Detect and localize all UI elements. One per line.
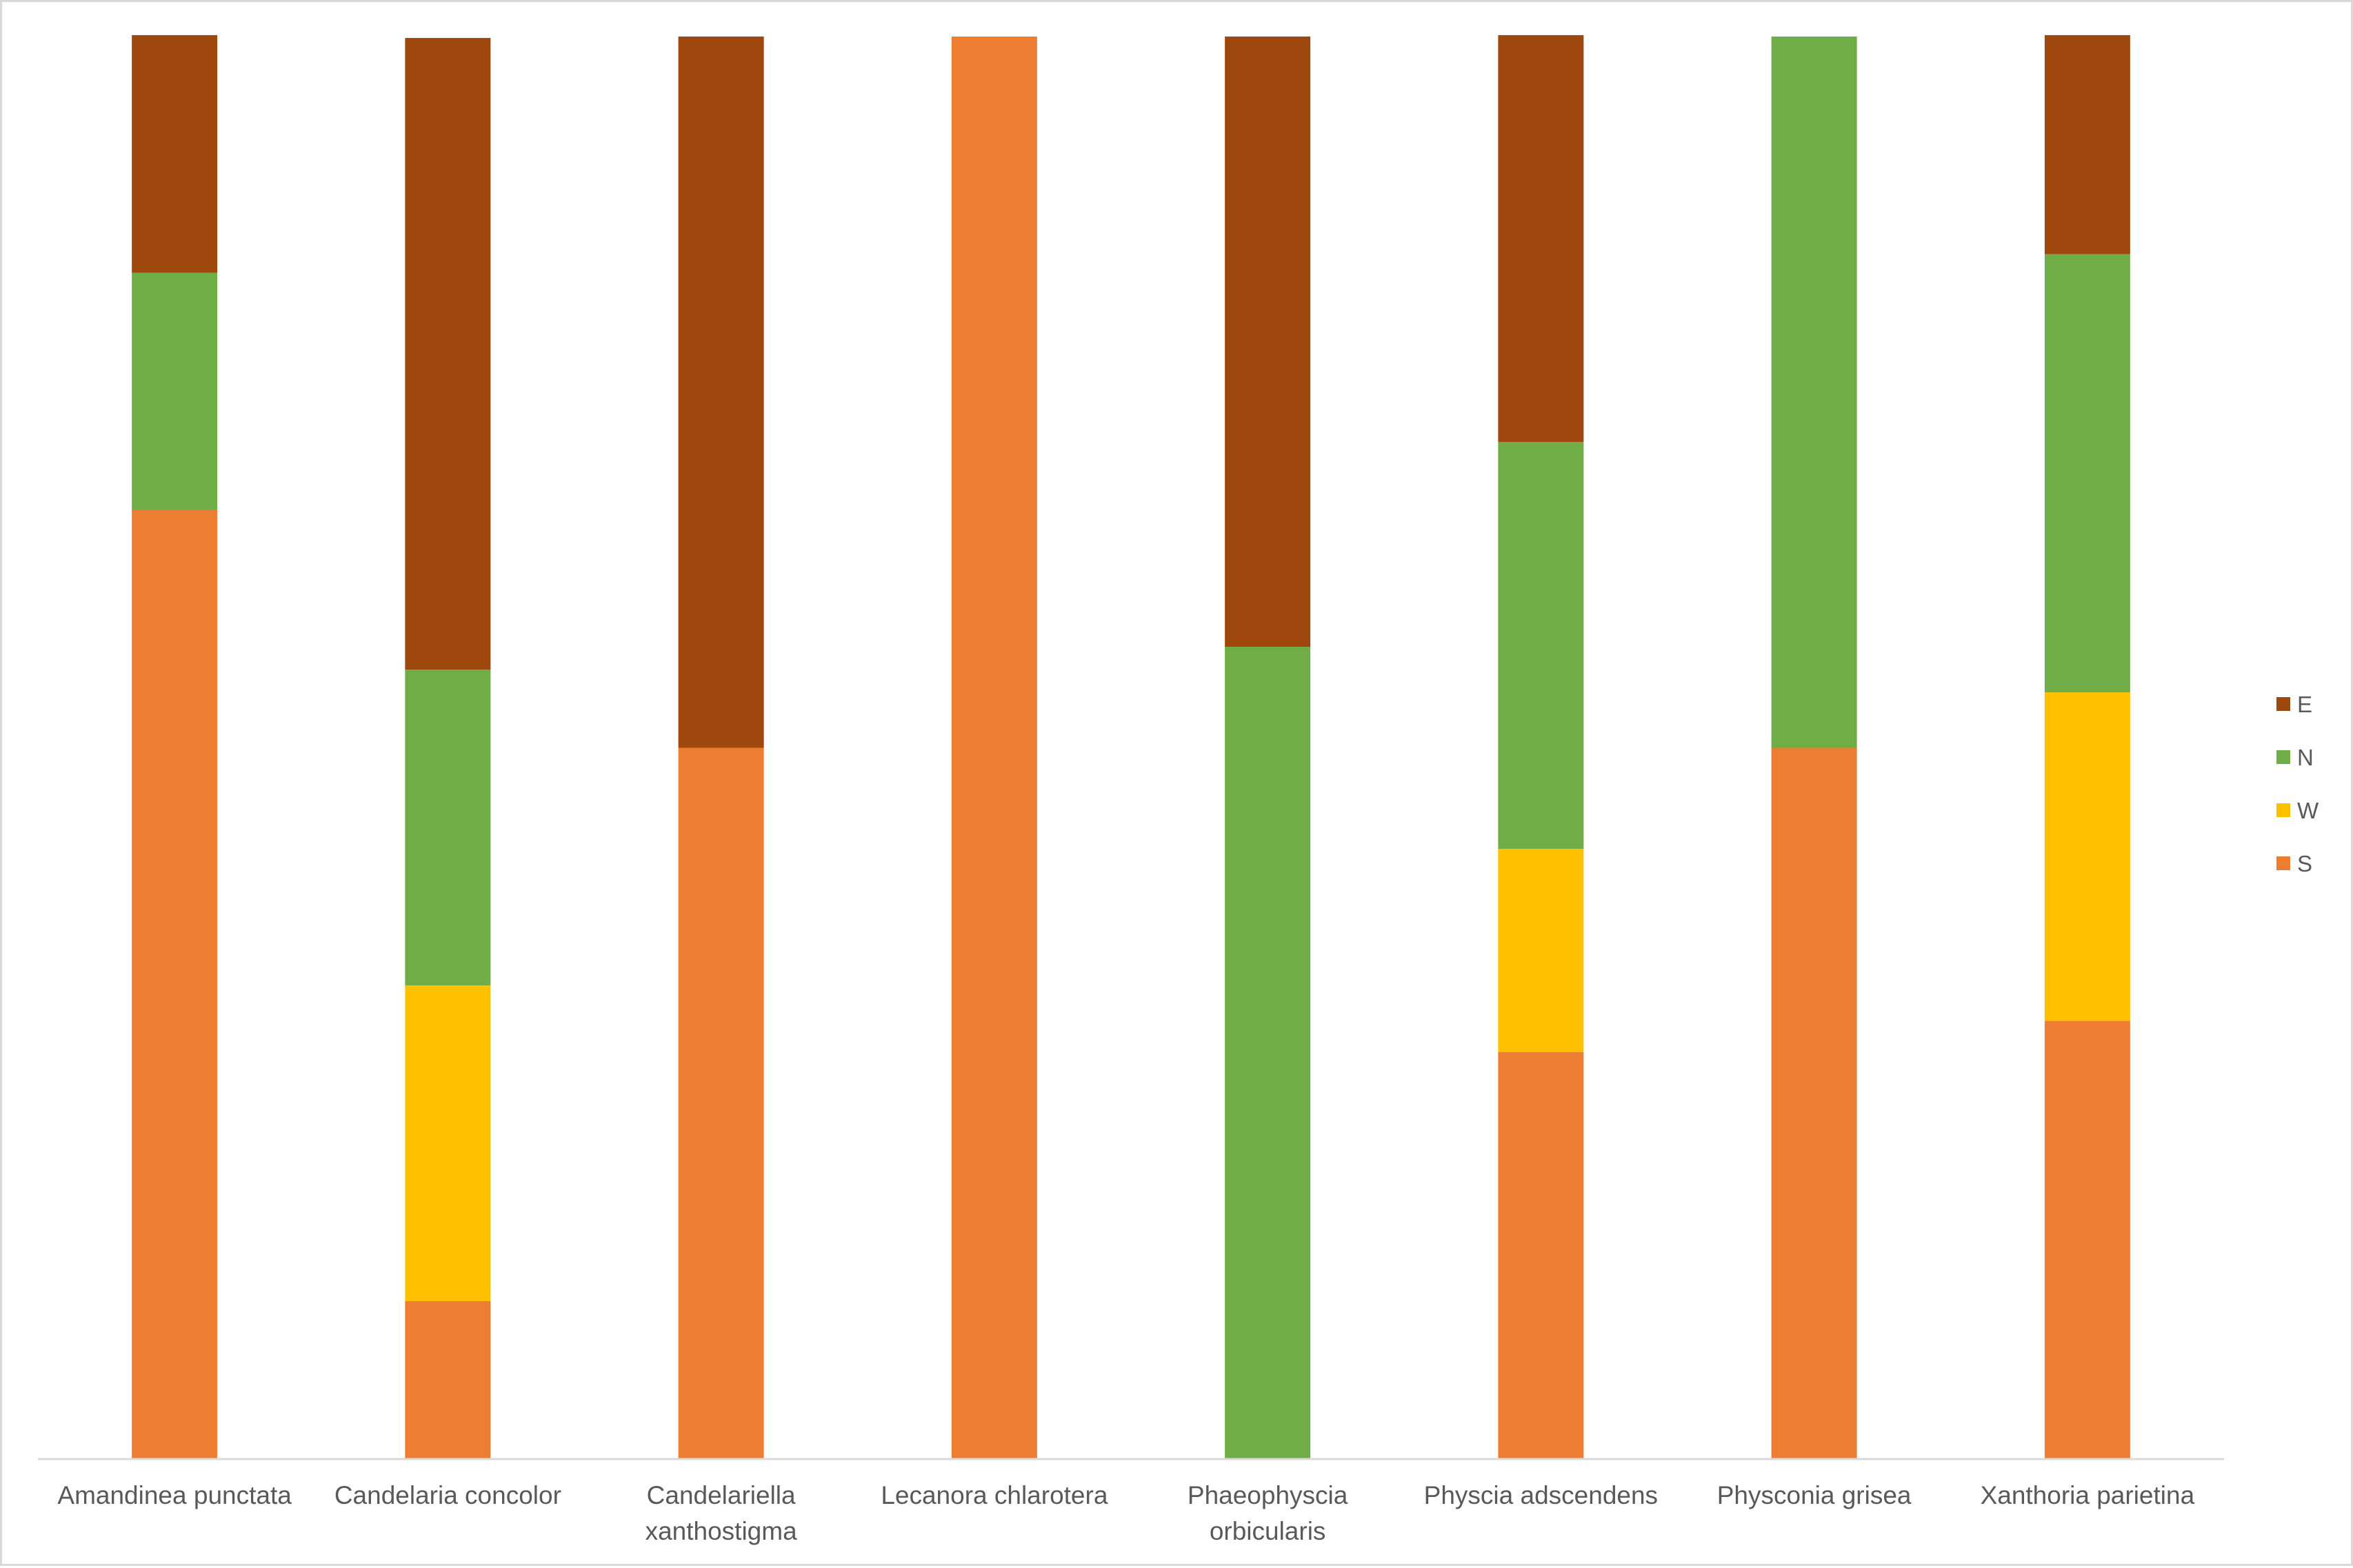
bar-segment-physconia-grisea-n (1771, 37, 1857, 748)
legend-item-s: S (2276, 851, 2312, 876)
x-tick-label-amandinea-punctata: Amandinea punctata (57, 1481, 292, 1509)
legend-swatch-n (2276, 750, 2290, 764)
bar-segment-candelaria-concolor-n (405, 670, 491, 986)
x-tick-label-physconia-grisea: Physconia grisea (1717, 1481, 1912, 1509)
bar-segment-physcia-adscendens-s (1498, 1052, 1584, 1459)
legend-item-n: N (2276, 745, 2314, 770)
x-tick-labels: Amandinea punctata Candelaria concolor Can… (57, 1481, 2194, 1545)
bars-layer (132, 34, 2130, 1459)
bar-segment-physcia-adscendens-e (1498, 34, 1584, 442)
legend-label-n: N (2297, 745, 2314, 770)
x-tick-label-lecanora-chlarotera: Lecanora chlarotera (881, 1481, 1108, 1509)
x-tick-label-physcia-adscendens: Physcia adscendens (1424, 1481, 1658, 1509)
bar-segment-phaeophyscia-orbicularis-n (1225, 647, 1311, 1459)
x-tick-label-candelaria-concolor: Candelaria concolor (334, 1481, 561, 1509)
legend: E N W S (2276, 692, 2319, 876)
bar-segment-candelaria-concolor-s (405, 1301, 491, 1459)
bar-segment-candelaria-concolor-e (405, 38, 491, 670)
bar-segment-lecanora-chlarotera-s (951, 37, 1037, 1459)
bar-segment-amandinea-punctata-n (132, 272, 218, 510)
bar-segment-physcia-adscendens-w (1498, 848, 1584, 1052)
bar-segment-candelariella-xanthostigma-s (678, 747, 764, 1459)
bar-segment-xanthoria-parietina-e (2044, 34, 2130, 254)
bar-segment-xanthoria-parietina-n (2044, 254, 2130, 693)
bar-segment-amandinea-punctata-s (132, 510, 218, 1459)
legend-swatch-e (2276, 697, 2290, 711)
bar-segment-amandinea-punctata-e (132, 34, 218, 273)
x-tick-label-xanthoria-parietina: Xanthoria parietina (1981, 1481, 2195, 1509)
legend-swatch-s (2276, 856, 2290, 870)
bar-segment-phaeophyscia-orbicularis-e (1225, 37, 1311, 647)
bar-segment-candelaria-concolor-w (405, 985, 491, 1302)
bar-segment-candelariella-xanthostigma-e (678, 37, 764, 748)
x-tick-label-candelariella-xanthostigma: Candelariella xanthostigma (645, 1481, 797, 1545)
legend-item-e: E (2276, 692, 2312, 717)
bar-segment-physconia-grisea-s (1771, 747, 1857, 1459)
legend-item-w: W (2276, 798, 2319, 823)
legend-swatch-w (2276, 803, 2290, 817)
bar-segment-xanthoria-parietina-w (2044, 692, 2130, 1021)
bar-segment-xanthoria-parietina-s (2044, 1021, 2130, 1459)
legend-label-s: S (2297, 851, 2312, 876)
legend-label-w: W (2297, 798, 2319, 823)
bar-segment-physcia-adscendens-n (1498, 441, 1584, 849)
x-tick-label-phaeophyscia-orbicularis: Phaeophyscia orbicularis (1188, 1481, 1348, 1545)
legend-label-e: E (2297, 692, 2312, 717)
